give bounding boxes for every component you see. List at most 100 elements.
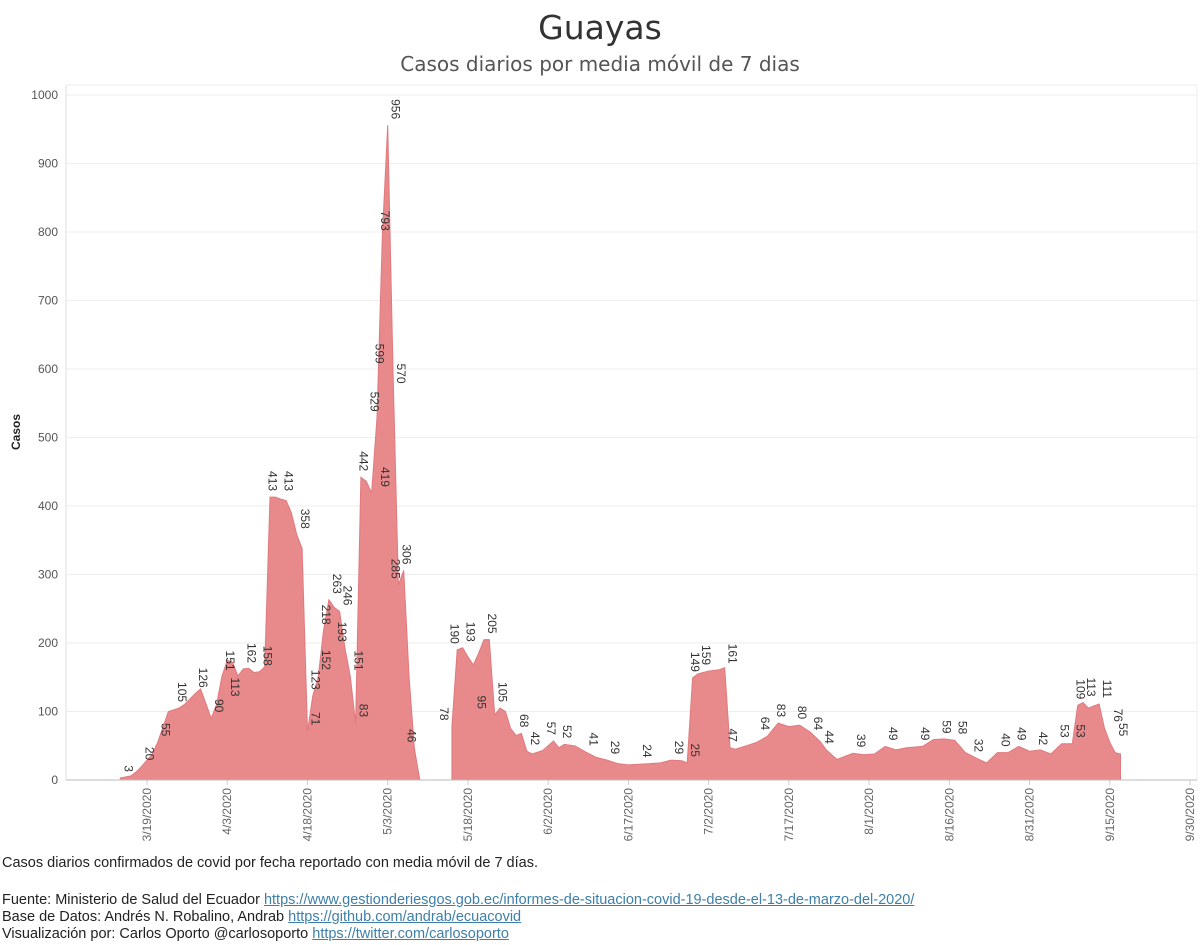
chart-title: Guayas xyxy=(538,8,662,47)
x-tick-label: 8/1/2020 xyxy=(862,788,876,835)
data-label: 95 xyxy=(474,696,488,710)
x-tick-label: 4/3/2020 xyxy=(220,788,234,835)
x-tick-label: 7/17/2020 xyxy=(782,788,796,842)
data-label: 57 xyxy=(544,722,558,736)
x-tick-label: 9/15/2020 xyxy=(1103,788,1117,842)
area-segment xyxy=(119,125,421,781)
y-tick-label: 900 xyxy=(38,157,58,171)
data-label: 76 xyxy=(1111,709,1125,723)
database-link[interactable]: https://github.com/andrab/ecuacovid xyxy=(288,909,522,925)
data-label: 24 xyxy=(640,744,654,758)
data-label: 218 xyxy=(319,605,333,625)
data-label: 71 xyxy=(308,712,322,726)
y-tick-label: 400 xyxy=(38,499,58,513)
data-label: 105 xyxy=(175,682,189,702)
data-label: 152 xyxy=(319,650,333,670)
data-label: 358 xyxy=(298,509,312,529)
data-label: 49 xyxy=(918,727,932,741)
grid-lines xyxy=(66,94,1197,712)
data-label: 263 xyxy=(330,574,344,594)
data-label: 83 xyxy=(357,704,371,718)
data-label: 419 xyxy=(378,467,392,487)
y-tick-label: 1000 xyxy=(31,88,58,102)
area-segment xyxy=(451,639,1121,781)
data-label: 151 xyxy=(351,651,365,671)
visualization-prefix: Visualización por: Carlos Oporto @carlos… xyxy=(2,926,313,942)
data-label: 113 xyxy=(1084,677,1098,696)
data-label: 158 xyxy=(260,646,274,666)
data-label: 39 xyxy=(854,734,868,748)
data-label: 41 xyxy=(587,733,601,747)
source-prefix: Fuente: Ministerio de Salud del Ecuador xyxy=(2,892,264,908)
x-tick-label: 6/17/2020 xyxy=(621,788,635,842)
data-label: 40 xyxy=(998,733,1012,747)
data-label: 413 xyxy=(266,471,280,491)
data-label: 49 xyxy=(1014,727,1028,741)
footer-note: Casos diarios confirmados de covid por f… xyxy=(2,855,538,871)
x-tick-label: 6/2/2020 xyxy=(541,788,555,835)
data-label: 47 xyxy=(726,728,740,742)
x-tick-label: 7/2/2020 xyxy=(702,788,716,835)
data-label: 68 xyxy=(517,714,531,728)
x-tick-label: 4/18/2020 xyxy=(300,788,314,842)
y-tick-label: 300 xyxy=(38,568,58,582)
data-label: 64 xyxy=(811,717,825,731)
data-label: 793 xyxy=(378,211,392,231)
data-label: 90 xyxy=(212,699,226,713)
x-tick-label: 8/16/2020 xyxy=(942,788,956,842)
data-label: 78 xyxy=(437,707,451,721)
y-tick-labels: 0 100 200 300 400 500 600 700 800 900 1000 xyxy=(31,88,58,787)
data-label: 306 xyxy=(399,544,413,564)
area-chart: 0 100 200 300 400 500 600 700 800 900 1000 3/19/20… xyxy=(9,84,1198,842)
data-label: 162 xyxy=(244,643,258,663)
footer-visualization: Visualización por: Carlos Oporto @carlos… xyxy=(2,926,509,942)
data-label: 105 xyxy=(496,682,510,702)
x-tick-label: 5/3/2020 xyxy=(381,788,395,835)
data-label: 529 xyxy=(367,392,381,412)
x-tick-label: 8/31/2020 xyxy=(1023,788,1037,842)
data-label: 32 xyxy=(972,739,986,753)
data-label: 113 xyxy=(228,677,242,696)
data-label: 126 xyxy=(196,668,210,688)
x-tick-label: 9/30/2020 xyxy=(1183,788,1197,842)
data-label: 46 xyxy=(405,729,419,743)
axes xyxy=(65,84,1198,785)
chart-subtitle: Casos diarios por media móvil de 7 dias xyxy=(400,52,800,76)
y-tick-label: 100 xyxy=(38,705,58,719)
data-label: 123 xyxy=(308,670,322,690)
data-label: 111 xyxy=(1100,680,1114,699)
data-label: 25 xyxy=(688,744,702,758)
x-tick-labels: 3/19/2020 4/3/2020 4/18/2020 5/3/2020 5/18/2… xyxy=(140,788,1197,842)
x-tick-label: 5/18/2020 xyxy=(461,788,475,842)
data-label: 42 xyxy=(1036,732,1050,746)
y-tick-label: 700 xyxy=(38,294,58,308)
x-tick-label: 3/19/2020 xyxy=(140,788,154,842)
data-label: 55 xyxy=(159,723,173,737)
footer-source: Fuente: Ministerio de Salud del Ecuador … xyxy=(2,892,914,908)
data-label: 205 xyxy=(485,614,499,634)
data-label: 246 xyxy=(341,585,355,605)
data-label: 58 xyxy=(956,721,970,735)
data-label: 80 xyxy=(795,706,809,720)
y-tick-label: 500 xyxy=(38,431,58,445)
data-label: 49 xyxy=(886,727,900,741)
data-label: 55 xyxy=(1116,723,1130,737)
data-label: 190 xyxy=(448,624,462,644)
y-tick-label: 200 xyxy=(38,636,58,650)
data-label: 53 xyxy=(1073,724,1087,738)
data-label: 413 xyxy=(282,471,296,491)
data-label: 42 xyxy=(528,732,542,746)
visualization-link[interactable]: https://twitter.com/carlosoporto xyxy=(312,926,509,942)
data-label: 161 xyxy=(726,644,740,664)
data-label: 570 xyxy=(394,364,408,384)
data-label: 193 xyxy=(464,622,478,642)
data-label: 956 xyxy=(389,99,403,119)
data-label: 442 xyxy=(357,451,371,471)
data-label: 109 xyxy=(1073,679,1087,699)
data-label: 193 xyxy=(335,622,349,642)
data-label: 83 xyxy=(774,704,788,718)
source-link[interactable]: https://www.gestionderiesgos.gob.ec/info… xyxy=(263,892,915,908)
data-label: 151 xyxy=(223,651,237,671)
y-tick-label: 0 xyxy=(51,773,58,787)
